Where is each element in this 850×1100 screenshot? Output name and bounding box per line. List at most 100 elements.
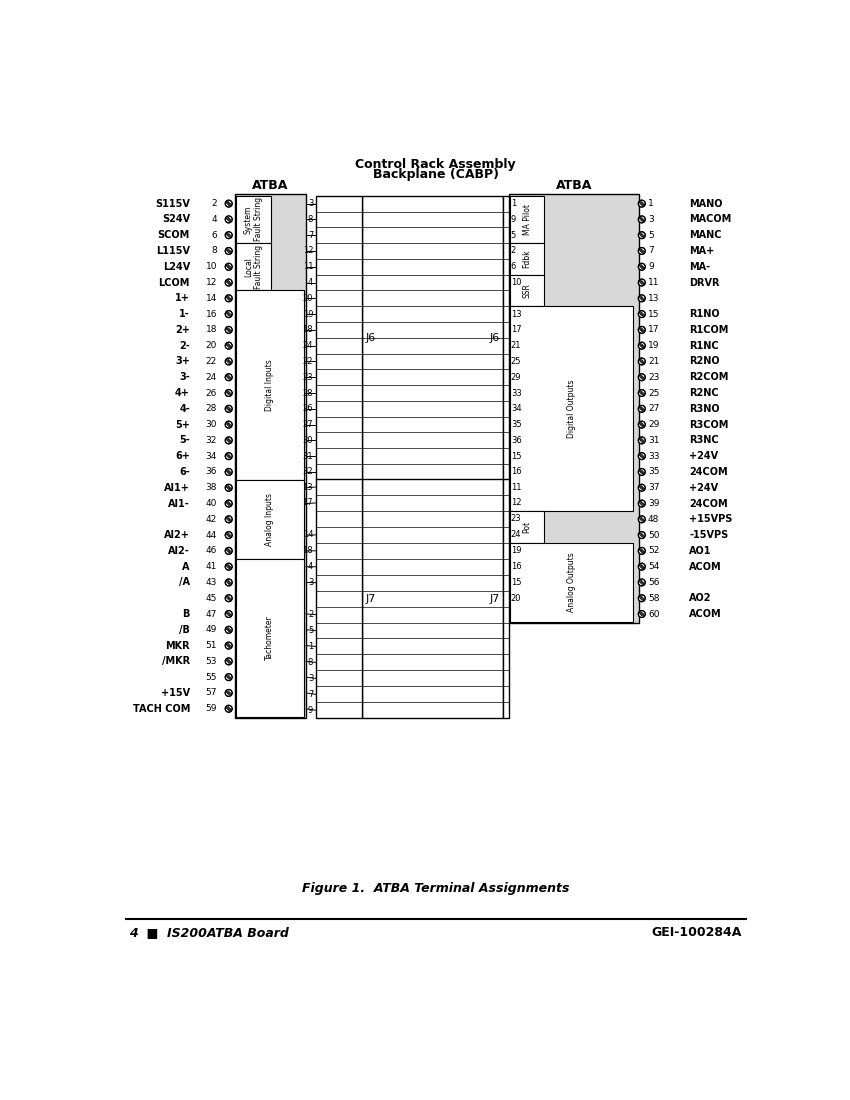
Text: AO2: AO2: [689, 593, 711, 603]
Text: 18: 18: [206, 326, 217, 334]
Circle shape: [638, 484, 645, 492]
Bar: [235, 559, 304, 716]
Text: 18: 18: [303, 547, 313, 556]
Circle shape: [225, 374, 232, 381]
Text: 25: 25: [648, 388, 660, 397]
Text: L115V: L115V: [156, 246, 190, 256]
Text: 53: 53: [206, 657, 217, 665]
Text: MANO: MANO: [689, 199, 722, 209]
Circle shape: [638, 248, 645, 254]
Text: A: A: [183, 562, 190, 572]
Text: Digital Inputs: Digital Inputs: [265, 360, 275, 411]
Text: 6: 6: [511, 262, 516, 272]
Circle shape: [225, 437, 232, 443]
Text: GEI-100284A: GEI-100284A: [651, 926, 742, 939]
Text: 18: 18: [303, 326, 313, 334]
Text: L24V: L24V: [162, 262, 190, 272]
Circle shape: [225, 548, 232, 554]
Text: 8: 8: [212, 246, 217, 255]
Text: 17: 17: [511, 326, 521, 334]
Text: System
Fault String: System Fault String: [244, 197, 264, 242]
Bar: [510, 243, 544, 275]
Text: Tachometer: Tachometer: [265, 615, 275, 660]
Text: 56: 56: [648, 578, 660, 587]
Text: DRVR: DRVR: [689, 277, 720, 287]
Bar: [510, 275, 544, 306]
Circle shape: [225, 389, 232, 396]
Text: 35: 35: [648, 468, 660, 476]
Text: 4: 4: [308, 562, 313, 571]
Text: 27: 27: [648, 405, 660, 414]
Text: LCOM: LCOM: [159, 277, 190, 287]
Bar: [510, 196, 544, 243]
Circle shape: [638, 232, 645, 239]
Circle shape: [638, 200, 645, 207]
Text: 24COM: 24COM: [689, 498, 728, 508]
Text: Control Rack Assembly: Control Rack Assembly: [355, 157, 516, 170]
Text: R2NC: R2NC: [689, 388, 718, 398]
Circle shape: [225, 610, 232, 617]
Circle shape: [638, 516, 645, 522]
Text: 19: 19: [648, 341, 660, 350]
Text: 4+: 4+: [175, 388, 190, 398]
Text: 7: 7: [308, 231, 313, 240]
Text: 40: 40: [206, 499, 217, 508]
Text: 17: 17: [648, 326, 660, 334]
Text: MA+: MA+: [689, 246, 714, 256]
Text: SCOM: SCOM: [158, 230, 190, 240]
Text: +24V: +24V: [689, 451, 718, 461]
Text: 4-: 4-: [179, 404, 190, 414]
Text: S24V: S24V: [162, 214, 190, 224]
Text: 11: 11: [511, 483, 521, 492]
Text: Analog Inputs: Analog Inputs: [265, 493, 275, 546]
Text: 3+: 3+: [175, 356, 190, 366]
Text: +24V: +24V: [689, 483, 718, 493]
Text: 54: 54: [648, 562, 660, 571]
Circle shape: [225, 279, 232, 286]
Bar: [315, 196, 362, 480]
Text: 2+: 2+: [175, 324, 190, 334]
Text: J6: J6: [366, 333, 376, 343]
Text: R2NO: R2NO: [689, 356, 720, 366]
Text: ATBA: ATBA: [556, 179, 592, 192]
Text: Pot: Pot: [523, 521, 531, 534]
Text: 24COM: 24COM: [689, 468, 728, 477]
Text: 9: 9: [511, 214, 516, 224]
Text: 12: 12: [206, 278, 217, 287]
Circle shape: [225, 327, 232, 333]
Text: MKR: MKR: [165, 640, 190, 650]
Circle shape: [225, 658, 232, 664]
Text: 59: 59: [206, 704, 217, 713]
Text: R3COM: R3COM: [689, 419, 728, 430]
Text: 32: 32: [303, 468, 313, 476]
Text: 57: 57: [206, 689, 217, 697]
Text: 23: 23: [648, 373, 660, 382]
Text: 24: 24: [511, 530, 521, 539]
Text: 42: 42: [206, 515, 217, 524]
Text: 19: 19: [303, 309, 313, 319]
Text: MANC: MANC: [689, 230, 722, 240]
Text: 22: 22: [206, 358, 217, 366]
Circle shape: [638, 437, 645, 443]
Text: 2: 2: [212, 199, 217, 208]
Circle shape: [638, 548, 645, 554]
Circle shape: [638, 610, 645, 617]
Text: 15: 15: [511, 452, 521, 461]
Text: 26: 26: [303, 405, 313, 414]
Text: 13: 13: [303, 483, 313, 492]
Text: 3-: 3-: [179, 372, 190, 382]
Text: -15VPS: -15VPS: [689, 530, 728, 540]
Text: 7: 7: [308, 690, 313, 698]
Text: 43: 43: [206, 578, 217, 587]
Circle shape: [225, 595, 232, 602]
Text: 39: 39: [648, 499, 660, 508]
Circle shape: [225, 358, 232, 365]
Text: 37: 37: [648, 483, 660, 492]
Text: 30: 30: [206, 420, 217, 429]
Text: 21: 21: [648, 358, 660, 366]
Circle shape: [638, 295, 645, 301]
Text: 12: 12: [511, 498, 521, 507]
Text: 20: 20: [303, 294, 313, 302]
Bar: [503, 480, 509, 718]
Text: S115V: S115V: [155, 199, 190, 209]
